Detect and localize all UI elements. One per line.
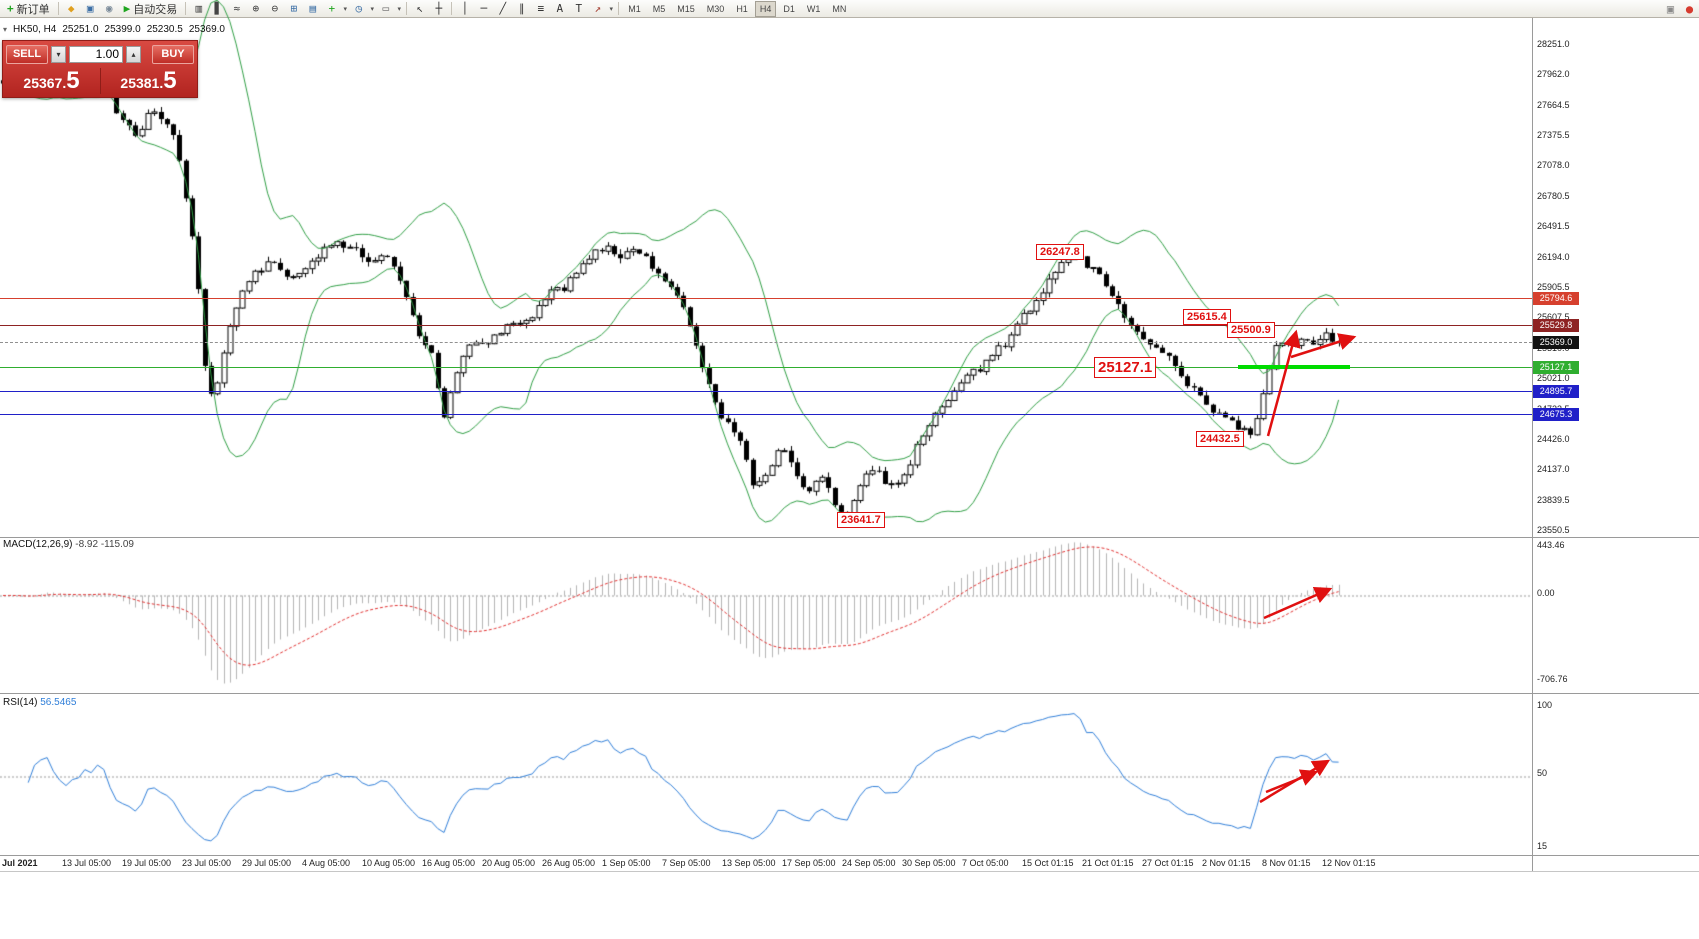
volume-decrease-button[interactable]: ▾	[51, 45, 66, 63]
time-tick-label: 8 Nov 01:15	[1262, 858, 1311, 868]
time-axis-bottom-border	[0, 871, 1699, 872]
high-value: 25399.0	[104, 24, 141, 35]
time-tick-label: 13 Jul 05:00	[62, 858, 112, 868]
price-text-annotation[interactable]: 23641.7	[837, 512, 885, 528]
time-tick-label: 27 Oct 01:15	[1142, 858, 1194, 868]
volume-increase-button[interactable]: ▴	[126, 45, 141, 63]
time-tick-label: 26 Aug 05:00	[542, 858, 596, 868]
time-tick-label: 10 Aug 05:00	[362, 858, 416, 868]
buy-button[interactable]: BUY	[152, 44, 194, 64]
one-click-collapse-arrow[interactable]: ▾	[3, 25, 8, 34]
sell-price[interactable]: 25367.5	[23, 67, 80, 94]
panel-separator[interactable]	[0, 693, 1699, 694]
chart-ohlc-header: ▾ HK50, H4 25251.0 25399.0 25230.5 25369…	[3, 24, 225, 35]
price-tick-label: 27078.0	[1537, 160, 1570, 170]
time-tick-label: 4 Aug 05:00	[302, 858, 351, 868]
price-tick-label: 25905.5	[1537, 282, 1570, 292]
time-tick-label: 30 Sep 05:00	[902, 858, 956, 868]
time-tick-label: 13 Sep 05:00	[722, 858, 776, 868]
price-text-annotation[interactable]: 24432.5	[1196, 431, 1244, 447]
open-value: 25251.0	[62, 24, 99, 35]
symbol-period-label: HK50, H4	[13, 24, 57, 35]
price-tick-label: 27375.5	[1537, 130, 1570, 140]
price-axis-border	[1532, 18, 1533, 871]
price-tick-label: 23550.5	[1537, 525, 1570, 535]
rsi-scale-mid: 50	[1537, 768, 1548, 778]
price-axis-tag: 25794.6	[1533, 292, 1579, 305]
time-tick-label: 29 Jul 05:00	[242, 858, 292, 868]
buy-price[interactable]: 25381.5	[120, 67, 177, 94]
horizontal-level-line[interactable]	[0, 367, 1532, 368]
time-tick-label: 19 Jul 05:00	[122, 858, 172, 868]
time-tick-label: Jul 2021	[2, 858, 38, 868]
price-axis-tag: 25529.8	[1533, 319, 1579, 332]
horizontal-level-line[interactable]	[0, 414, 1532, 415]
panel-separator[interactable]	[0, 537, 1699, 538]
time-tick-label: 24 Sep 05:00	[842, 858, 896, 868]
price-axis-tag: 25369.0	[1533, 336, 1579, 349]
time-tick-label: 21 Oct 01:15	[1082, 858, 1134, 868]
price-tick-label: 26491.5	[1537, 221, 1570, 231]
price-tick-label: 26780.5	[1537, 191, 1570, 201]
close-value: 25369.0	[188, 24, 225, 35]
price-axis-tag: 25127.1	[1533, 361, 1579, 374]
macd-scale-min: -706.76	[1537, 674, 1568, 684]
drawn-support-line[interactable]	[1238, 365, 1350, 369]
time-tick-label: 1 Sep 05:00	[602, 858, 651, 868]
time-tick-label: 12 Nov 01:15	[1322, 858, 1376, 868]
sell-button[interactable]: SELL	[6, 44, 48, 64]
horizontal-level-line[interactable]	[0, 391, 1532, 392]
price-text-annotation[interactable]: 25500.9	[1227, 322, 1275, 338]
horizontal-level-line[interactable]	[0, 342, 1532, 343]
low-value: 25230.5	[146, 24, 183, 35]
time-tick-label: 20 Aug 05:00	[482, 858, 536, 868]
horizontal-level-line[interactable]	[0, 298, 1532, 299]
rsi-scale-top: 100	[1537, 700, 1553, 710]
horizontal-level-line[interactable]	[0, 325, 1532, 326]
macd-indicator-label: MACD(12,26,9) -8.92 -115.09	[3, 539, 134, 550]
price-tick-label: 28251.0	[1537, 39, 1570, 49]
price-text-annotation[interactable]: 26247.8	[1036, 244, 1084, 260]
rsi-indicator-label: RSI(14) 56.5465	[3, 697, 77, 708]
price-tick-label: 25021.0	[1537, 373, 1570, 383]
price-axis-tag: 24675.3	[1533, 408, 1579, 421]
price-text-annotation[interactable]: 25127.1	[1094, 357, 1157, 378]
time-tick-label: 23 Jul 05:00	[182, 858, 232, 868]
price-tick-label: 25607.5	[1537, 312, 1570, 322]
macd-scale-zero: 0.00	[1537, 588, 1555, 598]
price-tick-label: 23839.5	[1537, 495, 1570, 505]
time-tick-label: 17 Sep 05:00	[782, 858, 836, 868]
time-tick-label: 2 Nov 01:15	[1202, 858, 1251, 868]
one-click-trading-panel: SELL ▾ ▴ BUY 25367.5 25381.5	[2, 40, 198, 98]
price-tick-label: 24426.0	[1537, 434, 1570, 444]
price-tick-label: 26194.0	[1537, 252, 1570, 262]
panel-separator	[0, 855, 1699, 856]
price-tick-label: 24137.0	[1537, 464, 1570, 474]
rsi-scale-bottom: 15	[1537, 841, 1548, 851]
time-tick-label: 16 Aug 05:00	[422, 858, 476, 868]
price-tick-label: 27962.0	[1537, 69, 1570, 79]
price-axis-tag: 24895.7	[1533, 385, 1579, 398]
price-tick-label: 27664.5	[1537, 100, 1570, 110]
time-tick-label: 15 Oct 01:15	[1022, 858, 1074, 868]
macd-scale-max: 443.46	[1537, 540, 1565, 550]
time-tick-label: 7 Sep 05:00	[662, 858, 711, 868]
price-text-annotation[interactable]: 25615.4	[1183, 309, 1231, 325]
volume-input[interactable]	[69, 45, 123, 63]
time-tick-label: 7 Oct 05:00	[962, 858, 1009, 868]
